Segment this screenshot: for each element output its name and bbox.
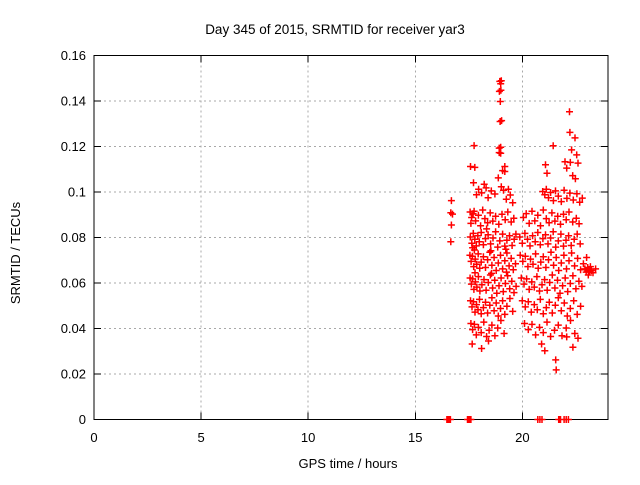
y-tick-label: 0.02 bbox=[61, 367, 86, 382]
x-tick-label: 10 bbox=[301, 430, 315, 445]
y-tick-label: 0.16 bbox=[61, 48, 86, 63]
y-tick-label: 0.12 bbox=[61, 139, 86, 154]
grid-lines bbox=[94, 55, 608, 420]
x-axis-label: GPS time / hours bbox=[299, 456, 398, 471]
x-tick-label: 20 bbox=[515, 430, 529, 445]
y-tick-label: 0 bbox=[79, 412, 86, 427]
axis-ticks bbox=[93, 55, 608, 420]
y-tick-label: 0.14 bbox=[61, 94, 86, 109]
y-tick-label: 0.1 bbox=[68, 185, 86, 200]
chart-title: Day 345 of 2015, SRMTID for receiver yar… bbox=[205, 22, 465, 37]
y-tick-label: 0.06 bbox=[61, 276, 86, 291]
x-tick-label: 5 bbox=[197, 430, 204, 445]
x-tick-label: 0 bbox=[90, 430, 97, 445]
y-tick-label: 0.04 bbox=[61, 321, 86, 336]
y-axis-label: SRMTID / TECUs bbox=[8, 201, 23, 304]
tick-labels: 0 5 10 15 20 0 0.02 0.04 0.06 0.08 0.1 0.12 0.14 0.16 bbox=[61, 48, 530, 445]
x-tick-label: 15 bbox=[408, 430, 422, 445]
y-tick-label: 0.08 bbox=[61, 230, 86, 245]
data-points bbox=[443, 77, 600, 423]
